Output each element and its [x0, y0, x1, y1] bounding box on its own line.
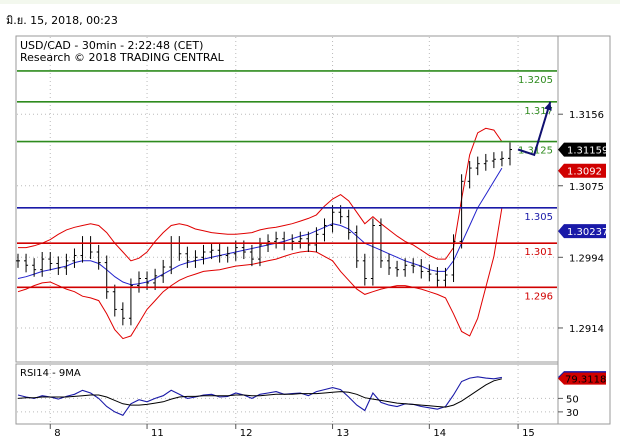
time-tick-label: 8: [54, 428, 60, 439]
price-badge: [558, 142, 606, 157]
time-tick-label: 14: [433, 428, 446, 439]
projection-arrowhead: [544, 101, 552, 111]
support-label: 1.296: [524, 291, 553, 302]
chart-subtitle: Research © 2018 TRADING CENTRAL: [20, 51, 225, 64]
price-tick-label: 1.3075: [569, 182, 604, 193]
rsi-badge: [558, 372, 606, 385]
price-tick-label: 1.2994: [569, 253, 604, 264]
price-badge: [558, 224, 606, 239]
resistance-label: 1.317: [524, 106, 553, 117]
axes: 8 11 12 13 14 15 1.3156 1.3075 1.2994 1.2914 1.311…: [49, 110, 608, 439]
bollinger-upper: [18, 127, 503, 262]
rsi-tick-label: 30: [566, 408, 579, 419]
rsi-series: [17, 376, 503, 416]
date-label: มิ.ย. 15, 2018, 00:23: [6, 14, 118, 27]
price-badge-label: 1.3092: [567, 167, 602, 178]
rsi-ma-line: [17, 378, 503, 408]
top-strip: [0, 0, 620, 4]
rsi-line: [17, 376, 502, 416]
time-tick-label: 11: [151, 428, 164, 439]
pivot-label: 1.305: [524, 212, 553, 223]
price-tick-label: 1.3156: [569, 110, 604, 121]
resistance-label: 1.3205: [518, 75, 553, 86]
time-tick-label: 15: [522, 428, 535, 439]
time-tick-label: 12: [240, 428, 253, 439]
price-badge-label: 1.30237: [567, 227, 608, 238]
price-panel: [15, 35, 559, 363]
projection-arrow: [517, 101, 552, 157]
price-badge-label: 1.31159: [567, 146, 608, 157]
chart-title: USD/CAD - 30min - 2:22:48 (CET): [20, 39, 203, 52]
rsi-badge-label: 79.3118: [565, 375, 606, 386]
price-badge: [558, 163, 606, 178]
rsi-tick-label: 50: [566, 394, 579, 405]
projection-path: [517, 101, 552, 157]
top-bar: มิ.ย. 15, 2018, 00:23: [0, 0, 620, 29]
support-label: 1.301: [524, 247, 553, 258]
time-tick-label: 13: [337, 428, 350, 439]
rsi-label: RSI14 - 9MA: [20, 368, 81, 379]
price-tick-label: 1.2914: [569, 324, 604, 335]
